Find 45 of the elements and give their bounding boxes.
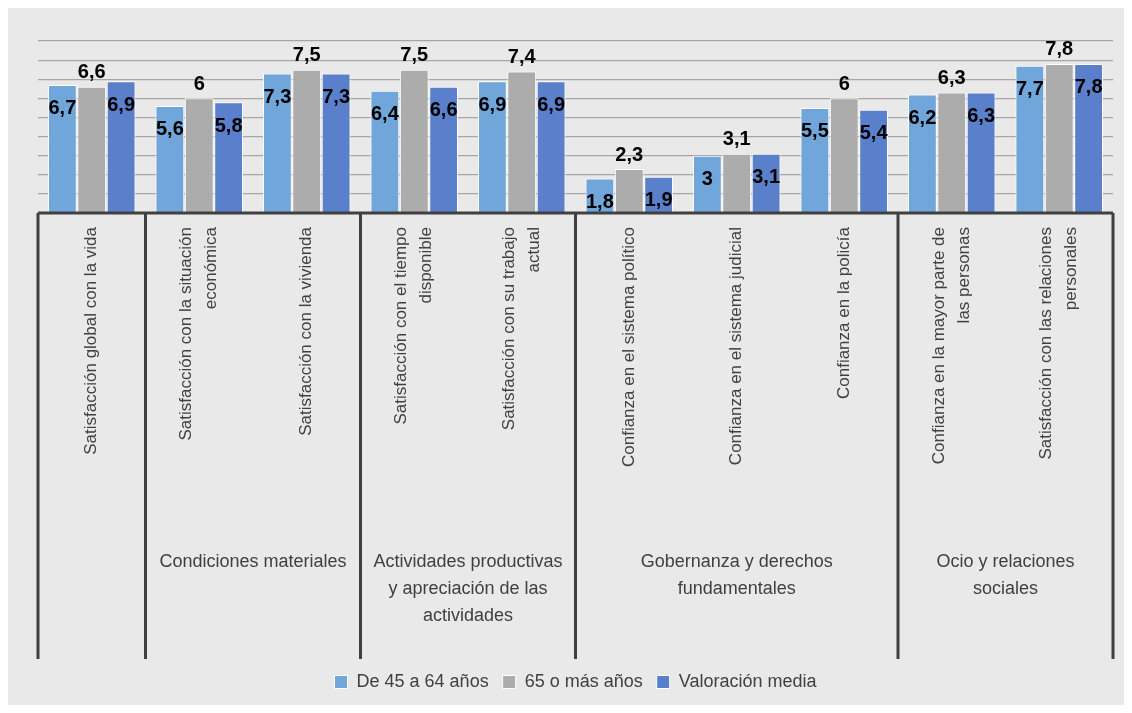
data-label: 5,8 [214,113,243,136]
data-label: 6,6 [429,98,458,121]
x-tick-label: Confianza en la mayor parte de las personas [928,227,973,465]
data-label: 6,3 [967,104,996,127]
data-label: 7,3 [322,85,351,107]
x-tick-label: Satisfacción global con la vida [81,226,101,455]
x-tick-label: Satisfacción con su trabajo actual [498,227,543,431]
legend-label: Valoración media [678,670,818,691]
data-label: 7,5 [292,43,321,66]
data-label: 6,9 [478,92,507,115]
x-tick-label: Satisfacción con la situación económica [176,226,221,441]
data-label: 1,8 [585,190,614,213]
data-label: 5,6 [155,117,184,140]
data-label: 7,5 [400,43,429,66]
data-label: 3,1 [722,127,751,150]
data-label: 6,6 [77,60,106,83]
data-label: 6 [193,71,205,94]
data-label: 7,7 [1015,77,1044,100]
data-label: 5,5 [800,119,829,142]
data-label: 6,3 [937,66,966,89]
data-label: 6,2 [908,106,937,129]
data-label: 6,7 [48,96,77,119]
text: Gobernanza y derechos fundamentales [640,550,833,598]
data-label: 6,4 [370,102,400,125]
data-label: 7,8 [1074,75,1103,98]
data-label: 6,9 [537,92,566,115]
x-tick-label: Satisfacción con la vivienda [296,226,316,436]
text: Actividades productivas y apreciación de las actividades [373,550,563,625]
x-tick-label: Confianza en el sistema judicial [726,227,746,466]
x-tick-label: Confianza en la policía [833,226,853,400]
text: Condiciones materiales [159,550,347,571]
x-tick-label: Satisfacción con el tiempo disponible [391,227,436,425]
data-label: 6,9 [107,92,136,115]
legend-label: De 45 a 64 años [356,670,489,691]
data-label: 7,3 [263,85,292,107]
data-label: 7,4 [507,45,537,68]
x-tick-label: Confianza en el sistema político [618,227,638,468]
data-label: 7,8 [1045,37,1074,60]
data-label: 1,9 [644,188,673,211]
data-label: 3,1 [752,165,781,188]
data-label: 6 [838,71,850,94]
text: Ocio y relaciones sociales [936,550,1075,598]
data-label: 3 [701,167,713,190]
legend-label: 65 o más años [524,670,643,691]
data-label: 2,3 [615,142,644,165]
